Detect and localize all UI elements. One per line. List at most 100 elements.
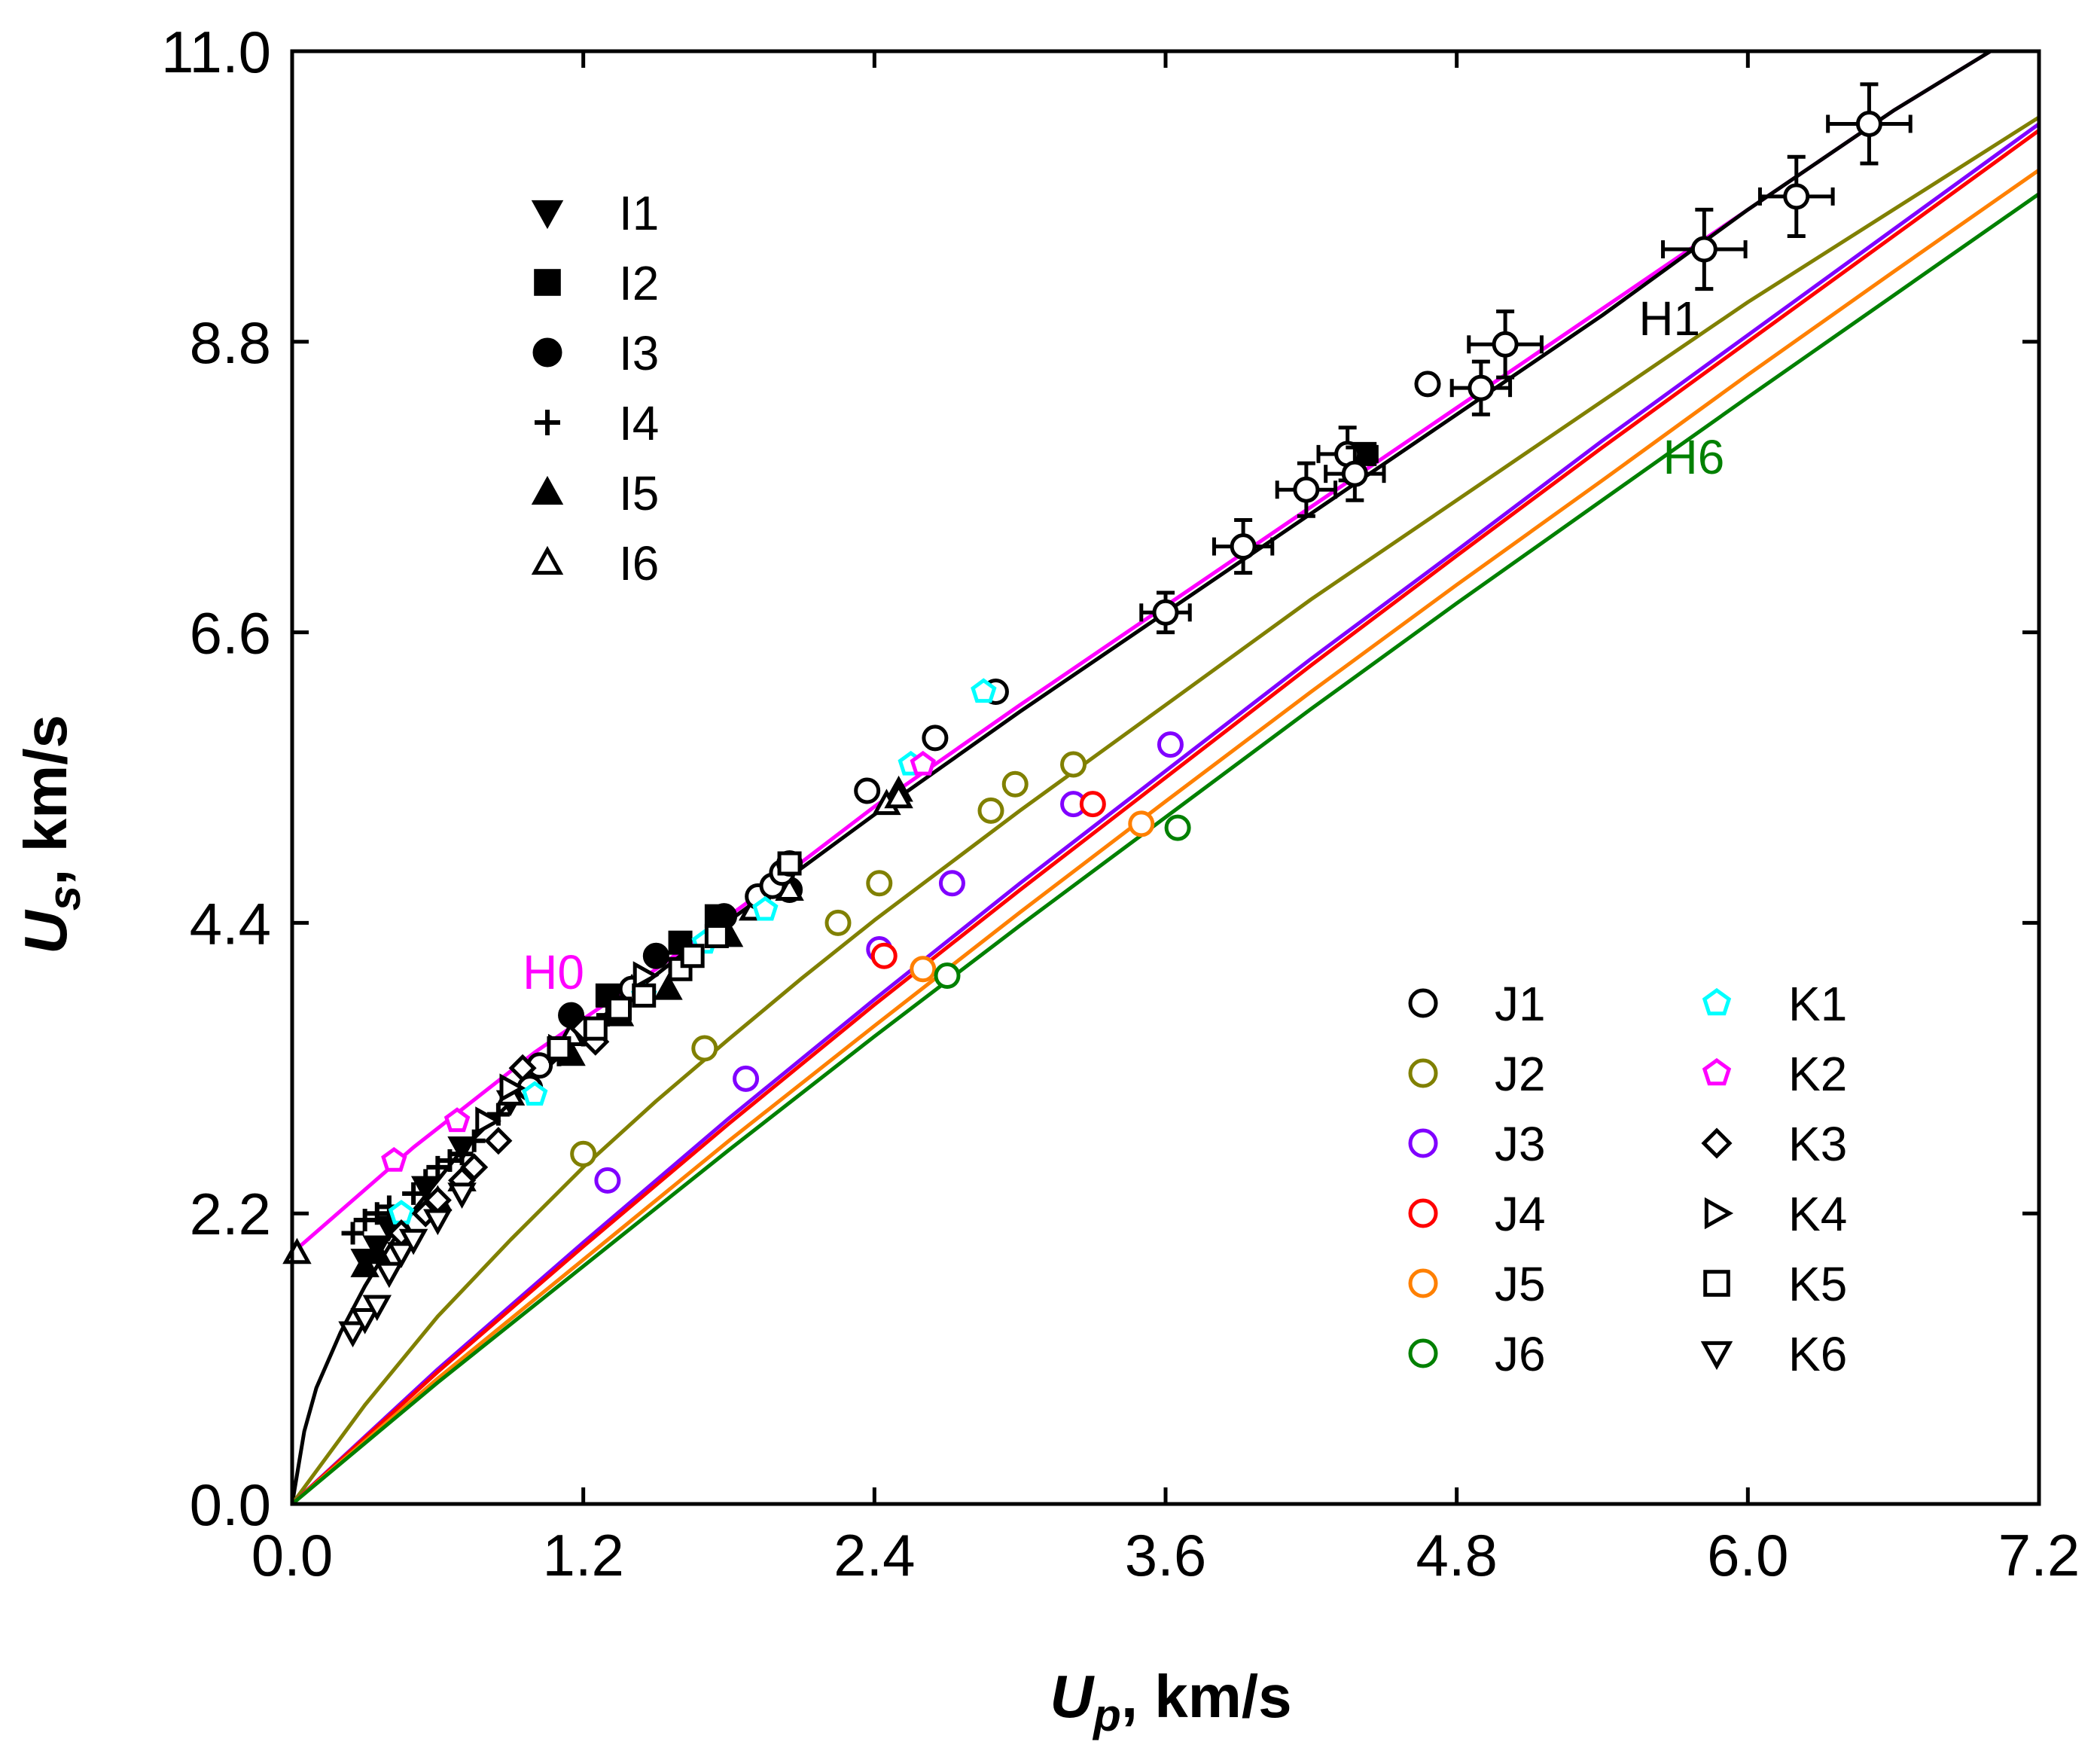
legend-marker [1701, 1127, 1733, 1159]
series-j2 [570, 751, 1087, 1167]
x-axis-title-sub: p [1092, 1690, 1121, 1740]
data-point [547, 1036, 571, 1060]
data-point [338, 1321, 367, 1348]
series-k6 [338, 1182, 477, 1348]
data-point [341, 1222, 364, 1245]
legend-marker [1702, 1057, 1732, 1086]
data-point [350, 1307, 379, 1335]
data-point [777, 851, 802, 876]
curve-j5 [292, 168, 2039, 1504]
legend-label: K4 [1788, 1187, 1847, 1241]
data-point [450, 1142, 474, 1166]
data-point [398, 1228, 428, 1255]
y-axis-title-unit: , km/s [12, 715, 79, 886]
legend-label: J2 [1495, 1047, 1546, 1101]
data-point [594, 1167, 621, 1194]
series-j4 [870, 791, 1106, 969]
x-tick-label: 4.8 [1416, 1522, 1497, 1588]
legend-marker [532, 337, 562, 368]
legend-label: J6 [1495, 1327, 1546, 1381]
legend-entry-j6: J6 [1408, 1327, 1546, 1381]
legend-entry-i3: I3 [532, 326, 659, 380]
data-point [475, 1106, 501, 1136]
legend-label: K2 [1788, 1047, 1847, 1101]
curve-labels: H0 H1 H6 [523, 291, 1724, 999]
legend-label: J4 [1495, 1187, 1546, 1241]
legend-label: I1 [619, 186, 659, 240]
legend-entry-j1: J1 [1408, 977, 1546, 1031]
data-point [938, 870, 965, 897]
legend-marker [1703, 1270, 1730, 1297]
data-point [508, 1054, 537, 1082]
legend-entry-k6: K6 [1700, 1327, 1847, 1381]
curve-label-h0: H0 [523, 945, 584, 999]
data-point [854, 777, 881, 804]
data-point [374, 1261, 404, 1289]
x-tick-label: 3.6 [1125, 1522, 1206, 1588]
legend-entry-k3: K3 [1701, 1117, 1847, 1171]
series-k5 [547, 851, 802, 1060]
data-point [447, 1182, 477, 1210]
y-tick-label: 4.4 [190, 890, 271, 956]
legend-label: K6 [1788, 1327, 1847, 1381]
y-axis-title-sub: s [39, 886, 90, 911]
data-point [1783, 183, 1810, 210]
legend-entry-i4: I4 [535, 396, 659, 450]
legend-entry-k5: K5 [1703, 1257, 1847, 1311]
legend-marker [1408, 1058, 1438, 1088]
legend-label: I4 [619, 396, 659, 450]
plot-axes: 0.0 1.2 2.4 3.6 4.8 6.0 7.2 0.0 2.2 4.4 6.6 8.8 11.0 [161, 19, 2080, 1588]
data-point [1855, 110, 1882, 137]
series-k2 [381, 750, 936, 1172]
data-point [443, 1107, 471, 1133]
legend-label: K1 [1788, 977, 1847, 1031]
legend-label: I3 [619, 326, 659, 380]
data-points [282, 82, 1913, 1348]
series-k4 [475, 961, 660, 1136]
legend-entry-i5: I5 [531, 466, 659, 520]
legend-entry-k4: K4 [1704, 1187, 1847, 1241]
legend-entry-i6: I6 [531, 536, 659, 590]
legend-marker [531, 475, 564, 505]
legend-marker [1704, 1197, 1734, 1230]
curve-j6 [292, 192, 2039, 1504]
data-point [654, 973, 683, 1000]
data-point [1128, 810, 1155, 837]
data-point [1293, 476, 1320, 503]
y-axis-title: Us, km/s [12, 715, 90, 954]
data-point [922, 724, 949, 752]
legend-i-series: I1 I2 I3 I4 I5 I6 [531, 186, 659, 590]
x-tick-label: 6.0 [1707, 1522, 1788, 1588]
data-point [642, 942, 669, 969]
data-point [1060, 751, 1087, 778]
legend-entry-j4: J4 [1408, 1187, 1546, 1241]
series-j5 [910, 810, 1155, 983]
data-point [353, 1208, 376, 1231]
data-point [484, 1127, 513, 1155]
legend-marker [531, 200, 564, 230]
data-point [426, 1155, 450, 1179]
x-tick-label: 0.0 [251, 1522, 333, 1588]
data-point [438, 1149, 462, 1173]
legend-label: I6 [619, 536, 659, 590]
data-point [632, 961, 660, 990]
data-point [1230, 533, 1257, 560]
y-tick-label: 2.2 [190, 1181, 271, 1247]
data-point [1164, 814, 1191, 841]
legend-label: K5 [1788, 1257, 1847, 1311]
legend-entry-k2: K2 [1702, 1047, 1847, 1101]
data-point [402, 1182, 425, 1205]
legend-marker [1702, 987, 1732, 1016]
data-point [704, 923, 729, 948]
data-point [680, 944, 705, 969]
data-point [752, 895, 779, 921]
legend-entry-j3: J3 [1408, 1117, 1546, 1171]
x-axis-title-main: U [1050, 1663, 1095, 1730]
data-point [691, 1035, 718, 1062]
data-point [522, 1081, 548, 1106]
legend-entry-i2: I2 [534, 256, 659, 310]
legend-entry-j2: J2 [1408, 1047, 1546, 1101]
data-point [583, 1016, 608, 1041]
data-point [570, 1140, 597, 1167]
legend-entry-k1: K1 [1702, 977, 1847, 1031]
